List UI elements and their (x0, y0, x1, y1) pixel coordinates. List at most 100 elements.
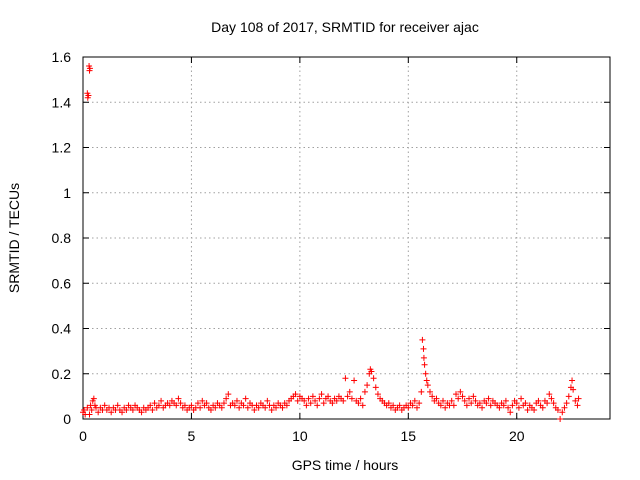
data-point (155, 402, 162, 409)
data-point (442, 404, 449, 411)
data-point (303, 402, 310, 409)
data-point (108, 409, 115, 416)
data-point (374, 391, 381, 398)
data-point (147, 402, 154, 409)
data-point (429, 393, 436, 400)
data-point (563, 400, 570, 407)
data-point (173, 402, 180, 409)
data-point (509, 402, 516, 409)
data-point (233, 397, 240, 404)
data-point (500, 402, 507, 409)
data-point (483, 400, 490, 407)
data-point (340, 397, 347, 404)
data-point (151, 400, 158, 407)
data-point (479, 404, 486, 411)
data-point (212, 404, 219, 411)
data-point (368, 368, 375, 375)
data-point (90, 395, 97, 402)
data-point (188, 402, 195, 409)
data-point (453, 391, 460, 398)
data-point (357, 395, 364, 402)
y-tick-label: 1 (63, 185, 71, 201)
data-point (138, 409, 145, 416)
data-point (301, 397, 308, 404)
data-point (264, 397, 271, 404)
data-point (531, 406, 538, 413)
y-axis-label: SRMTID / TECUs (6, 183, 22, 293)
data-point (518, 395, 525, 402)
data-point (158, 397, 165, 404)
data-point (348, 395, 355, 402)
data-point (88, 406, 95, 413)
data-point (476, 400, 483, 407)
data-point (355, 400, 362, 407)
data-point (411, 397, 418, 404)
data-point (333, 397, 340, 404)
data-point (129, 406, 136, 413)
data-point (420, 354, 427, 361)
data-point (194, 400, 201, 407)
data-point (351, 377, 358, 384)
data-point (85, 92, 92, 99)
data-point (385, 400, 392, 407)
data-point (166, 402, 173, 409)
data-point (418, 388, 425, 395)
data-point (225, 391, 232, 398)
data-point (522, 400, 529, 407)
data-point (472, 397, 479, 404)
data-point (513, 400, 520, 407)
x-tick-label: 0 (79, 428, 87, 444)
data-point (342, 375, 349, 382)
y-tick-label: 0 (63, 411, 71, 427)
data-point (320, 400, 327, 407)
data-point (466, 395, 473, 402)
data-point (244, 404, 251, 411)
x-tick-label: 20 (509, 428, 525, 444)
data-point (86, 65, 93, 72)
data-point (455, 395, 462, 402)
data-point (485, 395, 492, 402)
data-point (81, 406, 88, 413)
data-point (279, 404, 286, 411)
data-point (544, 400, 551, 407)
data-point (561, 404, 568, 411)
data-point (231, 402, 238, 409)
data-point (294, 397, 301, 404)
data-point (405, 404, 412, 411)
y-tick-label: 0.2 (52, 366, 72, 382)
data-point (420, 345, 427, 352)
data-point (268, 406, 275, 413)
data-point (305, 395, 312, 402)
x-tick-label: 10 (292, 428, 308, 444)
data-point (423, 377, 430, 384)
data-point (199, 397, 206, 404)
data-point (496, 404, 503, 411)
data-point (557, 416, 564, 422)
data-point (361, 388, 368, 395)
data-point (346, 388, 353, 395)
x-tick-label: 5 (188, 428, 196, 444)
data-point (396, 402, 403, 409)
data-point (86, 411, 93, 418)
data-point (409, 402, 416, 409)
tick-layer: 0 5 10 15 20 0 0.2 0.4 0.6 0.8 1 1.2 1.4 1.6 (52, 49, 610, 444)
plot-frame (82, 56, 611, 420)
x-axis-label: GPS time / hours (292, 457, 399, 473)
data-point (329, 400, 336, 407)
y-tick-label: 1.4 (52, 94, 72, 110)
data-point (416, 400, 423, 407)
data-point (457, 388, 464, 395)
data-point (123, 406, 130, 413)
data-point (426, 388, 433, 395)
data-point (314, 402, 321, 409)
data-point (448, 397, 455, 404)
data-point (220, 400, 227, 407)
data-point (359, 402, 366, 409)
data-point (242, 395, 249, 402)
data-point (450, 402, 457, 409)
data-point (175, 395, 182, 402)
grid-layer (83, 57, 610, 419)
y-tick-label: 0.8 (52, 230, 72, 246)
x-tick-label: 15 (401, 428, 417, 444)
